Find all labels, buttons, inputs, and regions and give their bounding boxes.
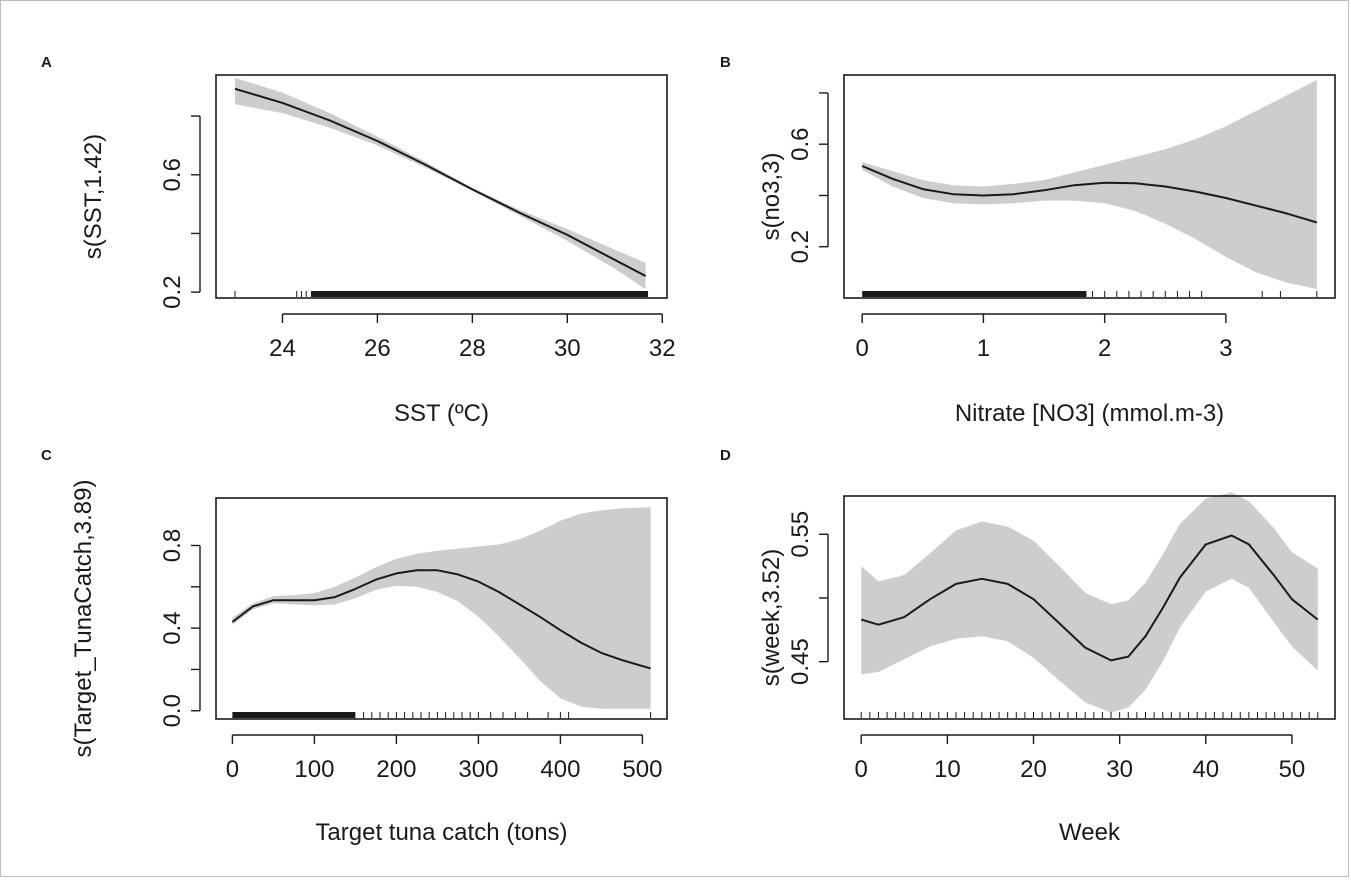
- x-axis-title: Nitrate [NO3] (mmol.m-3): [955, 400, 1224, 427]
- plot-box: [215, 74, 668, 299]
- x-tick-label: 3: [1219, 335, 1232, 362]
- rug-block: [310, 291, 649, 297]
- plot-box: [215, 497, 668, 720]
- fit-line: [860, 534, 1319, 662]
- rug-block: [862, 291, 1087, 297]
- fit-line: [231, 569, 651, 670]
- y-tick-label: 0.8: [159, 529, 186, 562]
- y-tick-label: 0.6: [159, 158, 186, 191]
- y-tick-label: 0.0: [159, 694, 186, 727]
- x-tick-label: 400: [540, 756, 580, 783]
- x-tick-label: 200: [376, 756, 416, 783]
- fit-line: [861, 165, 1318, 224]
- panel-b-label: B: [720, 54, 731, 71]
- x-tick-label: 500: [622, 756, 662, 783]
- panel-a-plot: A 24 26 28 30 32 0.2 0.6 SST (ºC) s(SST,1.42): [41, 54, 676, 427]
- x-axis-title: Target tuna catch (tons): [315, 819, 567, 846]
- x-tick-label: 20: [1020, 756, 1047, 783]
- y-tick-label: 0.45: [787, 638, 814, 685]
- x-tick-label: 26: [364, 335, 391, 362]
- panel-c-label: C: [41, 447, 52, 464]
- x-tick-label: 0: [855, 756, 868, 783]
- x-tick-label: 28: [459, 335, 486, 362]
- plot-box: [843, 74, 1336, 299]
- x-tick-label: 0: [226, 756, 239, 783]
- x-tick-label: 30: [1106, 756, 1133, 783]
- x-tick-label: 100: [294, 756, 334, 783]
- y-tick-label: 0.55: [787, 511, 814, 558]
- fit-line: [234, 87, 647, 277]
- y-tick-label: 0.2: [159, 275, 186, 308]
- y-axis-title: s(Target_TunaCatch,3.89): [70, 480, 97, 758]
- x-tick-label: 10: [934, 756, 961, 783]
- x-axis-title: SST (ºC): [394, 400, 489, 427]
- x-tick-label: 32: [649, 335, 676, 362]
- confidence-band: [232, 507, 651, 709]
- confidence-band: [861, 492, 1318, 713]
- y-tick-label: 0.2: [787, 230, 814, 263]
- rug-block: [232, 712, 356, 718]
- y-axis-title: s(no3,3): [758, 152, 785, 240]
- x-tick-label: 24: [269, 335, 296, 362]
- y-axis-title: s(SST,1.42): [80, 134, 107, 259]
- y-tick-label: 0.4: [159, 611, 186, 644]
- confidence-band: [235, 77, 646, 290]
- x-tick-label: 40: [1192, 756, 1219, 783]
- x-tick-label: 0: [856, 335, 869, 362]
- y-tick-label: 0.6: [787, 128, 814, 161]
- panel-b: B 0 1 2 3 0.2 0.6 Nitrate [NO3] (mmol.m-3) s(no…: [677, 1, 1350, 441]
- panel-c: C 0 100 200 300 400 500 0.0 0.4 0.8 Target tuna c…: [1, 441, 677, 878]
- x-tick-label: 50: [1279, 756, 1306, 783]
- x-tick-label: 1: [977, 335, 990, 362]
- y-axis-title: s(week,3.52): [758, 549, 785, 686]
- panel-a: A 24 26 28 30 32 0.2 0.6 SST (ºC) s(SST,1.42): [1, 1, 677, 441]
- plot-box: [843, 495, 1336, 720]
- x-tick-label: 300: [458, 756, 498, 783]
- panel-c-plot: C 0 100 200 300 400 500 0.0 0.4 0.8 Target tuna c…: [41, 447, 668, 846]
- panel-a-label: A: [41, 54, 52, 71]
- x-tick-label: 2: [1098, 335, 1111, 362]
- panel-d: D 0 10 20 30 40 50 0.45 0.55 Week s(week,3.52): [677, 441, 1350, 878]
- x-axis-title: Week: [1059, 819, 1121, 846]
- panel-d-label: D: [720, 447, 731, 464]
- panel-d-plot: D 0 10 20 30 40 50 0.45 0.55 Week s(week,3.52): [720, 447, 1336, 846]
- panel-b-plot: B 0 1 2 3 0.2 0.6 Nitrate [NO3] (mmol.m-3) s(no…: [720, 54, 1336, 427]
- x-tick-label: 30: [554, 335, 581, 362]
